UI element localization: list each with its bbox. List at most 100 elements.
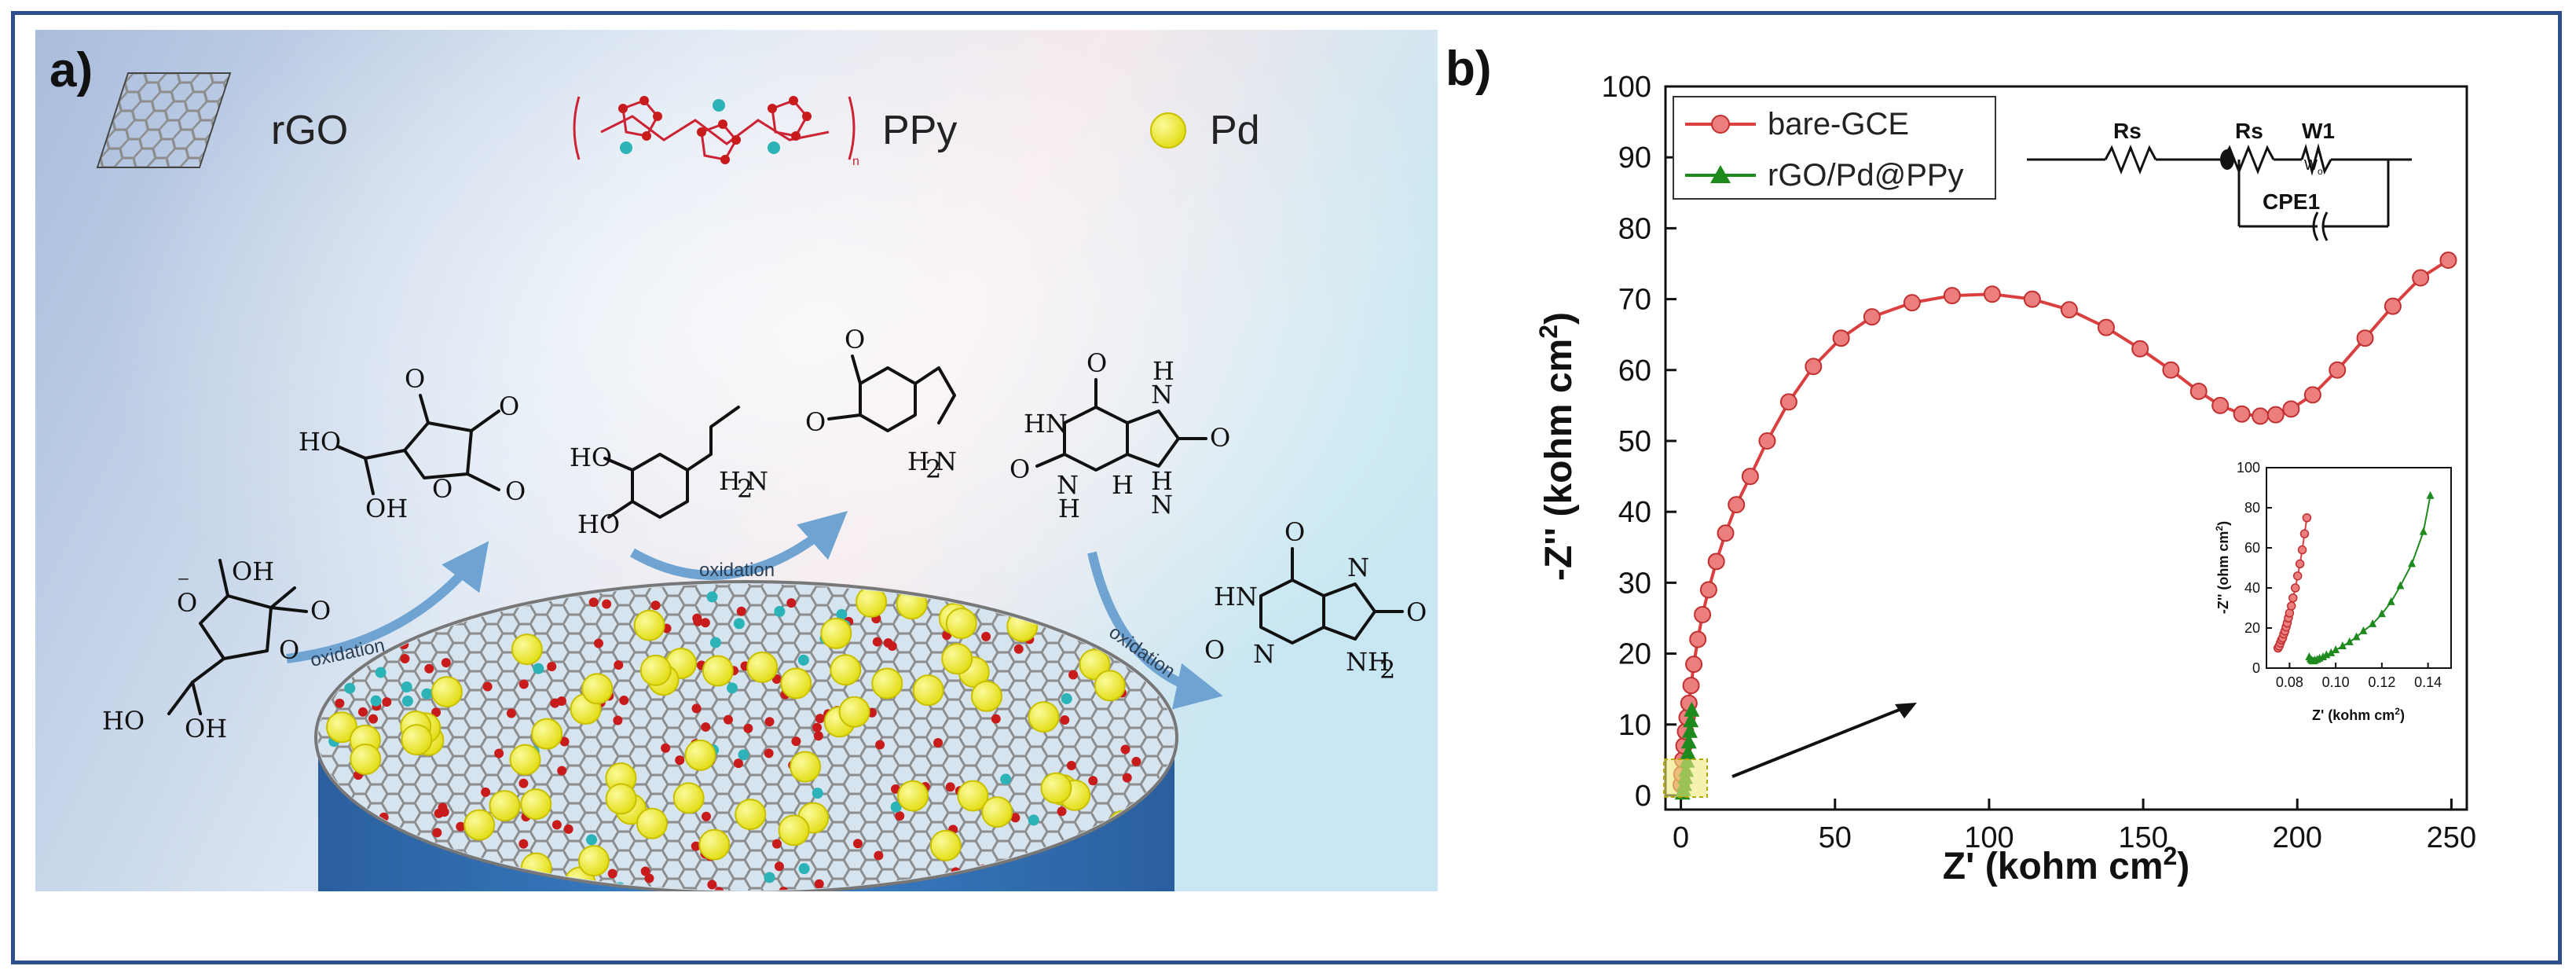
bare-gce-point — [2329, 361, 2347, 379]
main-series — [1673, 251, 2457, 800]
y-tick-label: 60 — [1618, 354, 1651, 387]
bare-gce-point — [1741, 468, 1759, 486]
svg-text:H: H — [1058, 494, 1080, 523]
inset-rgo-pd-ppy-point — [2345, 637, 2354, 645]
svg-text:⁻: ⁻ — [177, 568, 190, 598]
inset-chart: 0.08 0.10 0.12 0.14 0 20 40 60 80 100 Z' (kohm cm… — [2214, 460, 2452, 723]
zoom-arrow — [1731, 704, 1910, 778]
bare-gce-point — [1699, 581, 1717, 599]
svg-text:N: N — [935, 446, 957, 476]
legend-bare-gce: bare-GCE — [1768, 107, 1909, 141]
inset-y-tick-label: 80 — [2244, 500, 2260, 516]
bare-gce-point — [1863, 308, 1881, 326]
y-tick-label: 20 — [1618, 638, 1651, 671]
svg-text:H: H — [1152, 356, 1174, 386]
bare-gce-point — [1805, 358, 1823, 376]
inset-x-tick-label: 0.10 — [2322, 674, 2350, 690]
y-tick-label: 40 — [1618, 496, 1651, 529]
svg-text:O: O — [1010, 454, 1030, 484]
rgo-pd-ppy-point — [1683, 712, 1699, 728]
svg-text:N: N — [1347, 553, 1369, 582]
bare-gce-point — [2412, 269, 2430, 287]
dopamine-molecule: HO HO H 2 N — [570, 406, 768, 539]
svg-text:N: N — [1253, 639, 1275, 669]
circuit-cpe1: CPE1 — [2263, 189, 2320, 214]
panel-b-label: b) — [1446, 42, 1492, 96]
svg-text:N: N — [1151, 380, 1173, 410]
inset-y-tick-label: 40 — [2244, 580, 2260, 596]
svg-text:HO: HO — [577, 509, 620, 539]
bare-gce-point — [2303, 386, 2321, 404]
svg-text:O: O — [177, 588, 197, 618]
ascorbate-molecule: OH O ⁻ O O HO OH — [102, 556, 331, 744]
inset-rgo-pd-ppy-point — [2322, 650, 2331, 659]
x-tick-label: 0 — [1673, 821, 1689, 854]
bare-gce-point — [1758, 432, 1776, 450]
bare-gce-point — [2266, 406, 2285, 424]
bare-gce-point — [2252, 407, 2270, 425]
bare-gce-point — [1779, 393, 1797, 411]
rgo-pd-ppy-point — [1684, 701, 1700, 717]
dopamine-quinone-molecule: O O H 2 N — [805, 325, 957, 484]
svg-text:W: W — [2304, 157, 2318, 173]
inset-rgo-pd-ppy-point — [2426, 490, 2435, 499]
bare-gce-point — [2233, 405, 2251, 423]
inset-y-label: -Z'' (ohm cm2) — [2214, 521, 2231, 614]
bare-gce-point — [2189, 382, 2208, 400]
nyquist-chart: b) 0 50 100 150 200 2500102030405060708090100… — [1446, 42, 2476, 887]
rgo-pd-ppy-point — [1681, 722, 1698, 738]
oxidation-label-2: oxidation — [699, 560, 775, 581]
y-tick-label: 0 — [1635, 780, 1651, 813]
x-tick-label: 250 — [2427, 821, 2476, 854]
svg-text:OH: OH — [365, 494, 408, 523]
y-tick-label: 70 — [1618, 284, 1651, 317]
rgo-icon — [96, 72, 232, 168]
inset-rgo-pd-ppy-point — [2318, 652, 2327, 660]
inset-y-tick-label: 100 — [2237, 460, 2260, 476]
inset-rgo-pd-ppy-point — [2332, 645, 2340, 654]
inset-bare-gce-point — [2292, 571, 2303, 581]
pd-icon — [1150, 112, 1186, 149]
plot-frame — [1664, 85, 2468, 811]
rgo-pd-ppy-point — [1680, 744, 1696, 759]
svg-text:NH: NH — [1346, 647, 1390, 677]
x-tick-label: 150 — [2118, 821, 2167, 854]
y-axis-label: -Z'' (kohm cm2) — [1534, 312, 1580, 581]
bare-gce-point — [1682, 677, 1700, 695]
inset-bare-gce-point — [2297, 545, 2307, 555]
bare-gce-point — [2098, 318, 2115, 336]
svg-text:H: H — [719, 466, 741, 496]
svg-text:HO: HO — [102, 706, 145, 736]
x-tick-label: 50 — [1819, 821, 1852, 854]
chart-legend: bare-GCE rGO/Pd@PPy — [1673, 96, 1996, 200]
svg-text:N: N — [1151, 490, 1173, 520]
panel-b-nyquist: b) 0 50 100 150 200 250 0 10 20 30 40 50 60 70 80 90 100… — [1446, 30, 2569, 957]
bare-gce-point — [2060, 301, 2078, 319]
x-tick-label: 100 — [1964, 821, 2014, 854]
circuit-w1: W1 — [2302, 119, 2335, 143]
inset-rgo-pd-ppy-point — [2327, 648, 2336, 656]
ppy-icon — [573, 96, 856, 164]
svg-text:2: 2 — [925, 454, 941, 484]
svg-text:2: 2 — [737, 474, 753, 504]
svg-text:O: O — [1284, 517, 1305, 547]
svg-text:H: H — [1112, 470, 1134, 500]
bare-gce-point — [1717, 524, 1735, 542]
legend-rgo: rGO — [271, 108, 348, 153]
bare-gce-point — [2439, 251, 2457, 269]
legend-marker-bare-gce — [1711, 115, 1730, 134]
legend-pd: Pd — [1210, 108, 1260, 153]
inset-rgo-pd-ppy-point — [2369, 619, 2377, 627]
bare-gce-point — [1832, 329, 1850, 347]
inset-rgo-pd-ppy-point — [2338, 641, 2347, 649]
bare-gce-point — [2162, 361, 2180, 379]
legend-rgo-pd-ppy: rGO/Pd@PPy — [1768, 158, 1964, 193]
svg-text:O: O — [505, 476, 526, 506]
inset-rgo-pd-ppy-point — [2359, 626, 2368, 634]
oxidation-arrow-aa — [286, 541, 489, 663]
dehydroascorbic-molecule: O O O O HO OH — [299, 364, 526, 523]
bare-gce-point — [1689, 630, 1707, 648]
svg-text:O: O — [405, 364, 425, 394]
inset-bare-gce-point — [2288, 593, 2298, 603]
equivalent-circuit — [2027, 143, 2412, 241]
